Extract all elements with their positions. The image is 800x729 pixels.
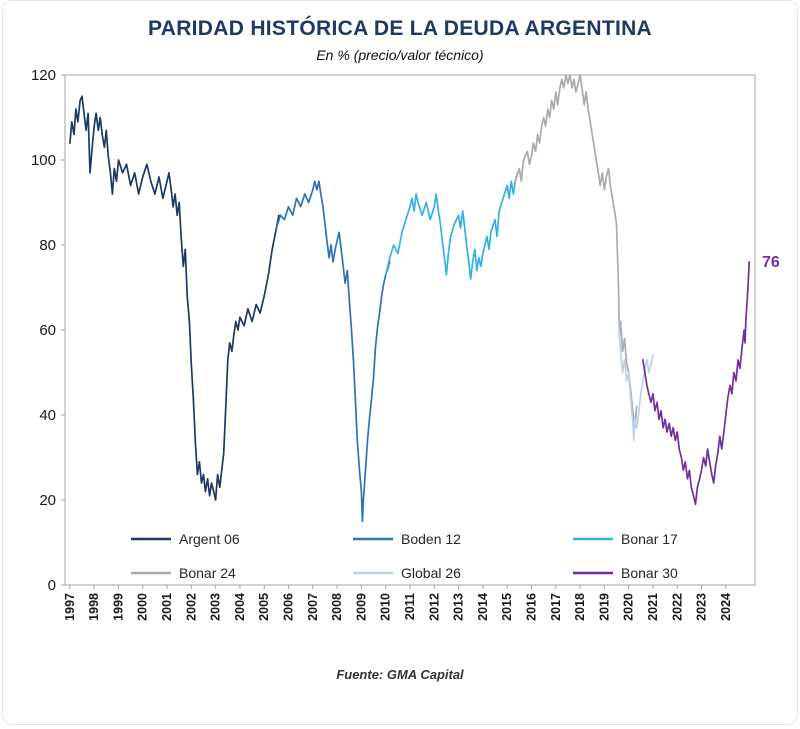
x-axis-label: 2015 [500,593,514,621]
x-axis-label: 2020 [622,593,636,621]
legend-label-bonar-24: Bonar 24 [179,565,236,581]
x-axis-label: 2006 [282,593,296,621]
x-axis-label: 2016 [525,593,539,621]
y-axis-label: 120 [31,67,56,84]
x-axis-label: 2018 [573,593,587,621]
chart-canvas: 0 20 40 60 80 100 120 1997 1998 1999 2000 2001 2002 2… [31,67,780,621]
x-axis-label: 2005 [257,593,271,621]
series-line-bonar-30 [641,261,751,506]
page-title: PARIDAD HISTÓRICA DE LA DEUDA ARGENTINA [147,17,653,40]
x-axis-label: 2008 [330,593,344,621]
x-axis-label: 2023 [695,593,709,621]
x-axis-label: 2007 [306,593,320,621]
plot-frame [64,74,756,586]
x-axis-label: 1998 [87,593,101,621]
y-axis-label: 80 [39,237,56,254]
last-value-label: 76 [762,254,780,271]
x-axis-label: 2009 [354,593,368,621]
series-line-argent-06 [69,95,280,501]
y-axis-label: 40 [39,407,56,424]
x-axis-label: 2012 [427,593,441,621]
x-axis-label: 2003 [209,593,223,621]
x-axis-label: 2024 [719,593,733,621]
x-axis-label: 1997 [63,593,77,621]
x-axis-label: 2002 [184,593,198,621]
x-axis-label: 2021 [646,593,660,621]
series-line-bonar-17 [384,171,519,280]
x-axis-label: 2014 [476,593,490,621]
series-line-boden-12 [275,180,391,523]
chart-subtitle: En % (precio/valor técnico) [316,47,484,63]
legend-label-bonar-17: Bonar 17 [621,531,678,547]
y-axis-label: 100 [31,152,56,169]
x-axis-label: 2010 [379,593,393,621]
y-axis-label: 60 [39,322,56,339]
source-caption: Fuente: GMA Capital [336,667,464,682]
x-axis-label: 2001 [160,593,174,621]
series-line-bonar-24 [514,74,638,429]
x-axis-label: 2013 [452,593,466,621]
y-axis-label: 0 [48,577,56,594]
x-axis-label: 2011 [403,593,417,620]
y-axis-label: 20 [39,492,56,509]
legend-label-bonar-30: Bonar 30 [621,565,678,581]
x-axis-label: 2000 [136,593,150,621]
x-axis-label: 2017 [549,593,563,621]
x-axis-label: 1999 [112,593,126,621]
x-axis-label: 2022 [670,593,684,621]
legend-label-global-26: Global 26 [401,565,461,581]
x-axis-label: 2019 [597,593,611,621]
series-line-global-26 [617,320,654,442]
legend-label-boden-12: Boden 12 [401,531,461,547]
x-axis-label: 2004 [233,593,247,621]
legend-label-argent-06: Argent 06 [179,531,240,547]
